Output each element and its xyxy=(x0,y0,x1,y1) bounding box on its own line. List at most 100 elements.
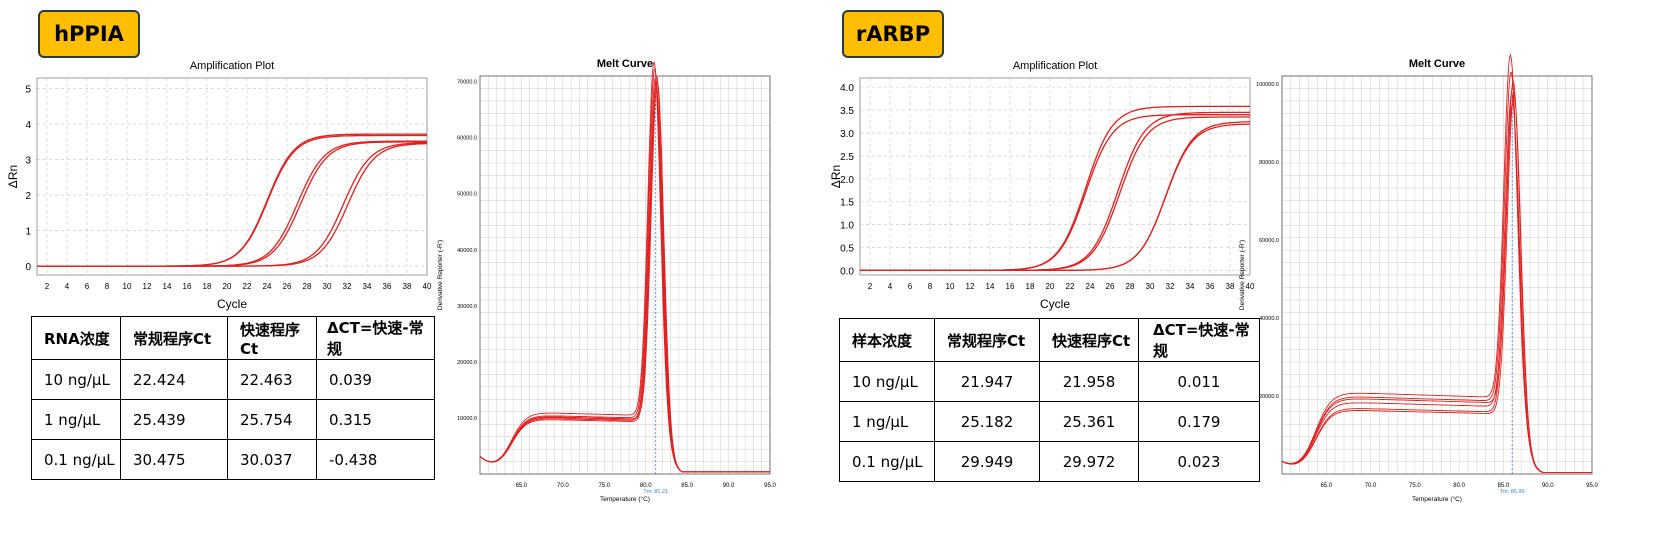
y-tick-label: 30000.0 xyxy=(457,304,477,310)
amplification-curve xyxy=(860,105,1250,272)
table-row: 10 ng/μL 22.424 22.463 0.039 xyxy=(31,359,435,400)
x-tick-label: 2 xyxy=(45,282,50,291)
x-tick-label: 6 xyxy=(85,282,90,291)
x-tick-label: 18 xyxy=(203,282,212,291)
amplification-curve xyxy=(37,133,427,267)
table-cell: 0.315 xyxy=(316,399,435,440)
table-cell: 0.1 ng/μL xyxy=(31,439,121,480)
y-tick-label: 2.0 xyxy=(840,175,854,186)
x-tick-label: 34 xyxy=(1186,282,1195,291)
x-tick-label: 70.0 xyxy=(1365,483,1377,489)
x-tick-label: 26 xyxy=(1106,282,1115,291)
x-tick-label: 18 xyxy=(1026,282,1035,291)
table-header-cell: 样本浓度 xyxy=(839,318,935,362)
melt-curve xyxy=(479,81,770,473)
x-tick-label: 14 xyxy=(163,282,172,291)
ct-table: RNA浓度 常规程序Ct 快速程序Ct ΔCT=快速-常规 10 ng/μL 2… xyxy=(31,316,435,480)
tm-label: Tm: 81.21 xyxy=(643,489,668,495)
table-header-cell: 常规程序Ct xyxy=(934,318,1040,362)
x-tick-label: 32 xyxy=(1166,282,1175,291)
melt-curve xyxy=(479,61,770,473)
x-tick-label: 30 xyxy=(323,282,332,291)
amplification-curve xyxy=(37,142,427,267)
y-tick-label: 1.0 xyxy=(840,221,854,232)
x-tick-label: 85.0 xyxy=(681,483,693,489)
x-tick-label: 24 xyxy=(263,282,272,291)
amplification-curve xyxy=(860,123,1251,272)
y-tick-label: 100000.0 xyxy=(1256,82,1279,88)
y-tick-label: 0.0 xyxy=(840,266,854,277)
y-axis-label: ΔRn xyxy=(829,165,843,188)
x-tick-label: 36 xyxy=(383,282,392,291)
x-axis-label: Cycle xyxy=(1040,297,1070,311)
plot-frame xyxy=(1281,75,1593,475)
x-tick-label: 28 xyxy=(1126,282,1135,291)
table-cell: 30.475 xyxy=(120,439,228,480)
y-tick-label: 70000.0 xyxy=(457,80,477,86)
table-cell: 0.039 xyxy=(316,359,435,400)
melt-curve xyxy=(1281,102,1592,473)
table-row: 1 ng/μL 25.182 25.361 0.179 xyxy=(839,401,1260,442)
x-tick-label: 26 xyxy=(283,282,292,291)
table-cell: 25.361 xyxy=(1039,401,1139,442)
x-tick-label: 20 xyxy=(1046,282,1055,291)
x-tick-label: 10 xyxy=(946,282,955,291)
y-tick-label: 3.0 xyxy=(840,129,854,140)
tm-label: Tm: 85.99 xyxy=(1500,489,1525,495)
x-tick-label: 75.0 xyxy=(1409,483,1421,489)
x-tick-label: 65.0 xyxy=(1320,483,1332,489)
x-tick-label: 38 xyxy=(403,282,412,291)
x-tick-label: 4 xyxy=(888,282,893,291)
table-row: 1 ng/μL 25.439 25.754 0.315 xyxy=(31,399,435,440)
x-tick-label: 16 xyxy=(1006,282,1015,291)
y-tick-label: 3 xyxy=(25,156,31,167)
x-tick-label: 80.0 xyxy=(640,483,652,489)
x-tick-label: 90.0 xyxy=(723,483,735,489)
y-tick-label: 10000.0 xyxy=(457,416,477,422)
x-tick-label: 70.0 xyxy=(557,483,569,489)
y-axis-label: Derivative Reporter (-R') xyxy=(437,240,444,310)
amplification-curve xyxy=(860,114,1250,272)
x-tick-label: 20 xyxy=(223,282,232,291)
table-header-cell: 常规程序Ct xyxy=(120,316,228,360)
table-header-cell: ΔCT=快速-常规 xyxy=(1138,318,1260,362)
melt-curve xyxy=(479,83,770,473)
y-tick-label: 20000.0 xyxy=(457,360,477,366)
y-tick-label: 4.0 xyxy=(840,83,854,94)
x-tick-label: 32 xyxy=(343,282,352,291)
x-tick-label: 6 xyxy=(908,282,913,291)
y-tick-label: 2 xyxy=(25,191,31,202)
x-tick-label: 8 xyxy=(105,282,110,291)
table-cell: 21.947 xyxy=(934,361,1040,402)
y-tick-label: 1 xyxy=(25,227,31,238)
y-axis-label: Derivative Reporter (-R') xyxy=(1239,240,1246,310)
chart-title: Melt Curve xyxy=(597,58,653,70)
table-cell: 0.023 xyxy=(1138,441,1260,482)
table-cell: 10 ng/μL xyxy=(839,361,935,402)
table-cell: 30.037 xyxy=(227,439,317,480)
table-cell: 25.182 xyxy=(934,401,1040,442)
amplification-curve xyxy=(37,134,427,267)
x-tick-label: 16 xyxy=(183,282,192,291)
x-tick-label: 80.0 xyxy=(1453,483,1465,489)
amplification-curve xyxy=(860,121,1251,272)
table-cell: 25.439 xyxy=(120,399,228,440)
rarbp-panel: rARBP Amplification Plot 2 4 6 8 10 12 14 16 18 20… xyxy=(829,0,1658,546)
table-cell: 29.972 xyxy=(1039,441,1139,482)
plot-frame xyxy=(479,75,771,475)
table-header-row: RNA浓度 常规程序Ct 快速程序Ct ΔCT=快速-常规 xyxy=(31,316,435,360)
amplification-curve xyxy=(37,143,427,267)
x-tick-label: 90.0 xyxy=(1542,483,1554,489)
table-cell: 25.754 xyxy=(227,399,317,440)
table-cell: 21.958 xyxy=(1039,361,1139,402)
x-tick-label: 40 xyxy=(1246,282,1255,291)
x-tick-label: 95.0 xyxy=(1586,483,1598,489)
table-row: 0.1 ng/μL 30.475 30.037 -0.438 xyxy=(31,439,435,480)
x-axis-label: Cycle xyxy=(217,297,247,311)
y-tick-label: 50000.0 xyxy=(457,192,477,198)
melt-curve xyxy=(479,74,770,473)
x-tick-label: 30 xyxy=(1146,282,1155,291)
table-cell: 0.011 xyxy=(1138,361,1260,402)
